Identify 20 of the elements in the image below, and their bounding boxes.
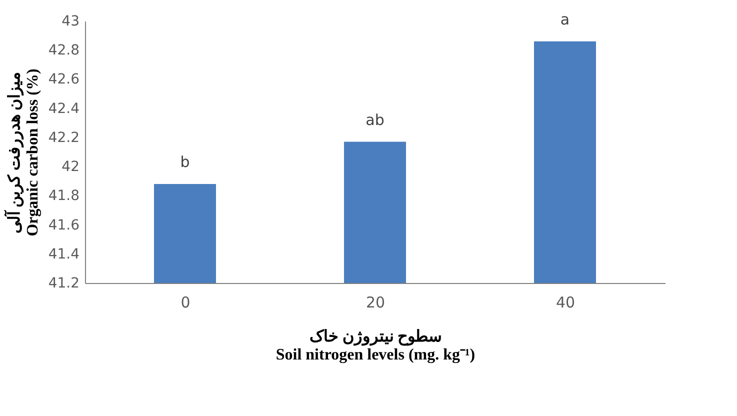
y-tick-label: 41.2 (48, 276, 80, 292)
annotation: ab (366, 110, 384, 129)
y-tick-label: 41.4 (48, 246, 80, 262)
y-tick-label: 43 (62, 14, 80, 30)
text: Organic carbon loss (%) (24, 68, 42, 236)
x-tick-label: 40 (556, 294, 576, 312)
y-tick-label: 42.6 (48, 72, 80, 88)
y-tick-label: 42.8 (48, 42, 80, 59)
y-tick-label: 42.4 (48, 100, 80, 117)
x-tick-label: 20 (366, 294, 386, 312)
text: سطوح نیتروژن خاک (310, 328, 442, 346)
annotation: a (560, 10, 570, 28)
text: میزان هدررفت کربن آلی (6, 72, 24, 234)
y-tick-label: 42.2 (48, 130, 80, 146)
y-tick-label: 42 (62, 159, 80, 176)
x-tick-label: 0 (180, 294, 190, 312)
y-tick-label: 41.6 (48, 217, 80, 234)
text: Soil nitrogen levels (mg. kg⁻¹) (276, 346, 476, 364)
annotation: b (180, 153, 190, 172)
y-tick-label: 41.8 (48, 188, 80, 204)
